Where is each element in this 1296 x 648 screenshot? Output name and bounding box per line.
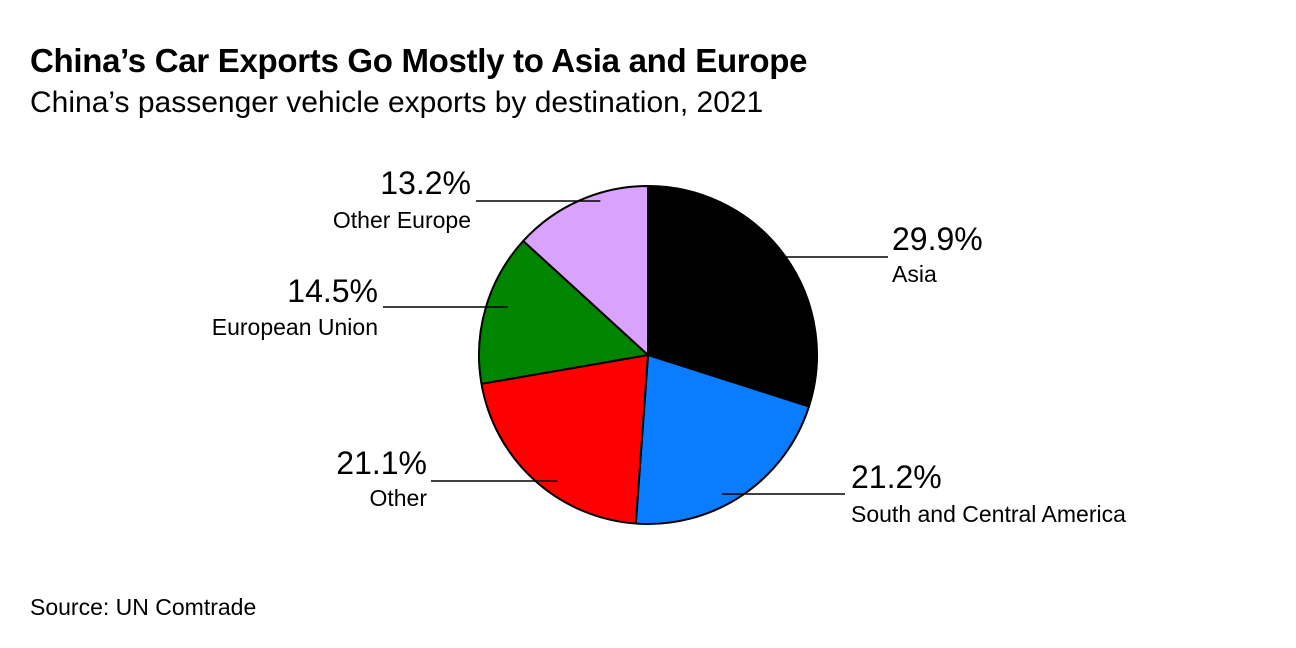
- slice-value-label-south-and-central-america: 21.2%: [851, 459, 942, 495]
- slice-name-label-asia: Asia: [892, 261, 937, 287]
- slice-name-label-south-and-central-america: South and Central America: [851, 501, 1126, 527]
- pie-slices: [478, 185, 819, 525]
- slice-value-label-other-europe: 13.2%: [380, 165, 471, 201]
- chart-subtitle: China’s passenger vehicle exports by des…: [30, 86, 764, 119]
- slice-name-label-other: Other: [369, 485, 427, 511]
- pie-slice-south-and-central-america: [634, 354, 810, 525]
- pie-slice-other: [480, 354, 649, 525]
- chart-title: China’s Car Exports Go Mostly to Asia an…: [30, 42, 808, 79]
- slice-value-label-european-union: 14.5%: [287, 273, 378, 309]
- slice-value-label-other: 21.1%: [336, 445, 427, 481]
- slice-name-label-european-union: European Union: [212, 314, 378, 340]
- pie-slice-asia: [647, 185, 819, 408]
- leader-lines: [383, 200, 888, 495]
- slice-labels: 29.9% Asia 21.2% South and Central America 2…: [212, 165, 1126, 527]
- slice-name-label-other-europe: Other Europe: [333, 207, 471, 233]
- source-note: Source: UN Comtrade: [30, 594, 257, 620]
- slice-value-label-asia: 29.9%: [892, 221, 983, 257]
